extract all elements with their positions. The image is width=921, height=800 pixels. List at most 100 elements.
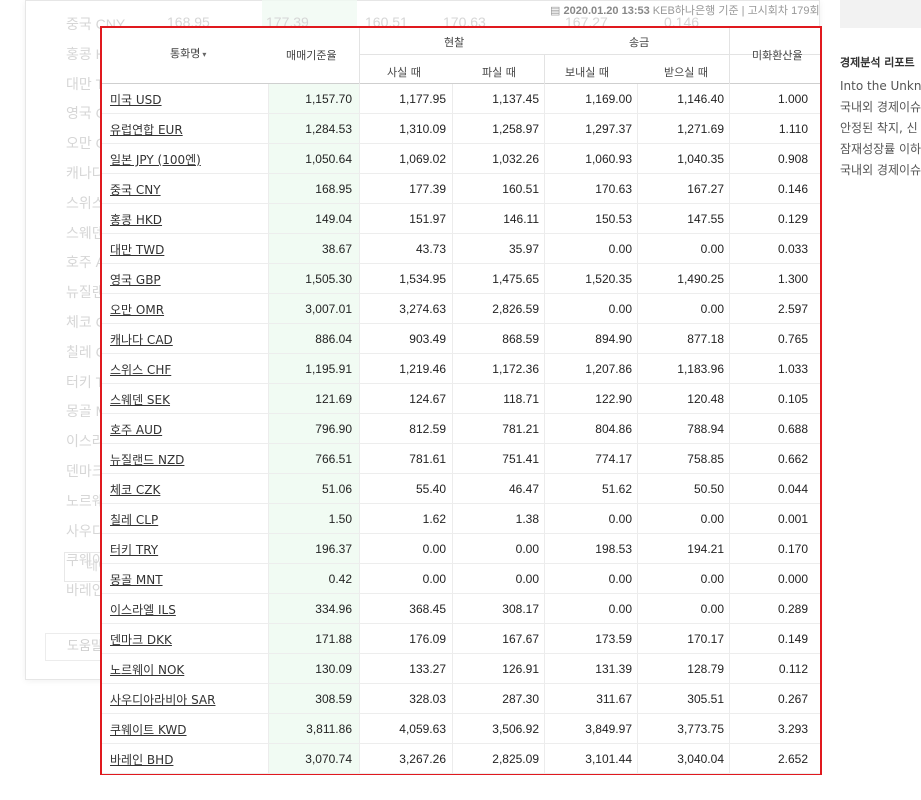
sidebar-link[interactable]: 잠재성장률 이하 <box>840 142 921 156</box>
sidebar-link[interactable]: 국내외 경제이슈 <box>840 100 921 114</box>
rate-cell-usd: 2.652 <box>777 752 808 766</box>
rate-cell-sell: 0.00 <box>515 572 539 586</box>
table-row: 호주 AUD 796.90 812.59 781.21 804.86 788.94 0.68… <box>102 414 820 444</box>
currency-link[interactable]: 홍콩 HKD <box>110 213 163 227</box>
currency-link[interactable]: 사우디아라비아 SAR <box>110 693 216 707</box>
rate-cell-buy: 1,069.02 <box>399 152 446 166</box>
table-row: 미국 USD 1,157.70 1,177.95 1,137.45 1,169.00 1,… <box>102 84 820 114</box>
rate-cell-base: 121.69 <box>315 392 352 406</box>
rate-cell-sell: 1,137.45 <box>492 92 539 106</box>
currency-link[interactable]: 유럽연합 EUR <box>110 123 183 137</box>
currency-link[interactable]: 몽골 MNT <box>110 573 163 587</box>
rate-cell-recv: 147.55 <box>687 212 724 226</box>
currency-header[interactable]: 통화명 ▾ <box>170 47 207 60</box>
rate-cell-recv: 170.17 <box>687 632 724 646</box>
rate-cell-sell: 167.67 <box>502 632 539 646</box>
currency-link[interactable]: 캐나다 CAD <box>110 333 173 347</box>
rate-cell-usd: 1.033 <box>777 362 808 376</box>
rate-cell-base: 1,284.53 <box>305 122 352 136</box>
rate-cell-buy: 1,310.09 <box>399 122 446 136</box>
cash-header: 현찰 <box>444 36 465 49</box>
currency-link[interactable]: 호주 AUD <box>110 423 163 437</box>
sidebar-link[interactable]: Into the Unkno <box>840 79 921 93</box>
rate-cell-recv: 758.85 <box>687 452 724 466</box>
background-date-info: ▤ 2020.01.20 13:53 KEB하나은행 기준 | 고시회차 179… <box>550 5 820 17</box>
rate-cell-send: 173.59 <box>595 632 632 646</box>
rate-cell-base: 1,505.30 <box>305 272 352 286</box>
rate-cell-recv: 50.50 <box>693 482 724 496</box>
rate-cell-base: 3,070.74 <box>305 752 352 766</box>
rate-cell-recv: 877.18 <box>687 332 724 346</box>
table-row: 몽골 MNT 0.42 0.00 0.00 0.00 0.00 0.000 <box>102 564 820 594</box>
rate-cell-buy: 3,274.63 <box>399 302 446 316</box>
rate-cell-usd: 0.044 <box>777 482 808 496</box>
currency-link[interactable]: 바레인 BHD <box>110 753 174 767</box>
rate-cell-usd: 0.908 <box>777 152 808 166</box>
currency-link[interactable]: 이스라엘 ILS <box>110 603 176 617</box>
rate-cell-recv: 3,773.75 <box>677 722 724 736</box>
currency-link[interactable]: 오만 OMR <box>110 303 165 317</box>
usd-rate-header: 미화환산율 <box>752 49 803 62</box>
table-row: 덴마크 DKK 171.88 176.09 167.67 173.59 170.17 0.1… <box>102 624 820 654</box>
calendar-icon: ▤ <box>550 5 561 17</box>
rate-cell-usd: 0.033 <box>777 242 808 256</box>
currency-link[interactable]: 대만 TWD <box>110 243 165 257</box>
rate-cell-sell: 1,032.26 <box>492 152 539 166</box>
currency-link[interactable]: 쿠웨이트 KWD <box>110 723 187 737</box>
currency-link[interactable]: 덴마크 DKK <box>110 633 172 647</box>
rate-cell-recv: 0.00 <box>700 602 724 616</box>
currency-link[interactable]: 중국 CNY <box>110 183 161 197</box>
rate-cell-send: 774.17 <box>595 452 632 466</box>
rate-cell-sell: 1,172.36 <box>492 362 539 376</box>
rate-cell-base: 51.06 <box>321 482 352 496</box>
currency-link[interactable]: 뉴질랜드 NZD <box>110 453 185 467</box>
table-row: 뉴질랜드 NZD 766.51 781.61 751.41 774.17 758.85 0.… <box>102 444 820 474</box>
rate-cell-usd: 0.289 <box>777 602 808 616</box>
table-row: 일본 JPY (100엔) 1,050.64 1,069.02 1,032.26 1,0… <box>102 144 820 174</box>
rate-cell-base: 1.50 <box>328 512 352 526</box>
currency-link[interactable]: 노르웨이 NOK <box>110 663 185 677</box>
sort-down-icon[interactable]: ▾ <box>202 50 207 59</box>
base-rate-header: 매매기준율 <box>286 49 337 62</box>
currency-link[interactable]: 일본 JPY (100엔) <box>110 153 201 167</box>
rate-cell-buy: 151.97 <box>409 212 446 226</box>
rate-cell-buy: 0.00 <box>422 572 446 586</box>
currency-link[interactable]: 터키 TRY <box>110 543 159 557</box>
currency-link[interactable]: 스웨덴 SEK <box>110 393 171 407</box>
rate-cell-buy: 4,059.63 <box>399 722 446 736</box>
currency-link[interactable]: 영국 GBP <box>110 273 161 287</box>
table-row: 터키 TRY 196.37 0.00 0.00 198.53 194.21 0.170 <box>102 534 820 564</box>
rate-cell-base: 168.95 <box>315 182 352 196</box>
rate-cell-recv: 1,271.69 <box>677 122 724 136</box>
rate-cell-base: 334.96 <box>315 602 352 616</box>
sidebar-link[interactable]: 안정된 착지, 신 <box>840 121 918 135</box>
currency-link[interactable]: 미국 USD <box>110 93 162 107</box>
rate-cell-send: 1,520.35 <box>585 272 632 286</box>
currency-link[interactable]: 체코 CZK <box>110 483 161 497</box>
rate-cell-recv: 0.00 <box>700 512 724 526</box>
rate-cell-sell: 3,506.92 <box>492 722 539 736</box>
rate-cell-usd: 0.267 <box>777 692 808 706</box>
table-row: 대만 TWD 38.67 43.73 35.97 0.00 0.00 0.033 <box>102 234 820 264</box>
rate-cell-sell: 46.47 <box>508 482 539 496</box>
rate-cell-sell: 868.59 <box>502 332 539 346</box>
rate-cell-base: 1,050.64 <box>305 152 352 166</box>
table-row: 체코 CZK 51.06 55.40 46.47 51.62 50.50 0.044 <box>102 474 820 504</box>
rate-cell-send: 804.86 <box>595 422 632 436</box>
currency-link[interactable]: 칠레 CLP <box>110 513 159 527</box>
rate-cell-usd: 1.110 <box>778 122 808 136</box>
rate-cell-base: 1,195.91 <box>305 362 352 376</box>
currency-link[interactable]: 스위스 CHF <box>110 363 172 377</box>
rate-cell-sell: 1,475.65 <box>492 272 539 286</box>
rate-cell-recv: 0.00 <box>700 302 724 316</box>
rate-cell-sell: 146.11 <box>503 212 539 226</box>
rate-cell-sell: 0.00 <box>515 542 539 556</box>
column-divider <box>359 84 360 774</box>
sidebar-link[interactable]: 국내외 경제이슈 <box>840 163 921 177</box>
column-divider <box>268 84 269 774</box>
rate-cell-buy: 1.62 <box>422 512 446 526</box>
rate-cell-buy: 1,177.95 <box>399 92 446 106</box>
rate-cell-sell: 308.17 <box>502 602 539 616</box>
rate-cell-send: 170.63 <box>595 182 632 196</box>
rate-cell-recv: 1,040.35 <box>677 152 724 166</box>
